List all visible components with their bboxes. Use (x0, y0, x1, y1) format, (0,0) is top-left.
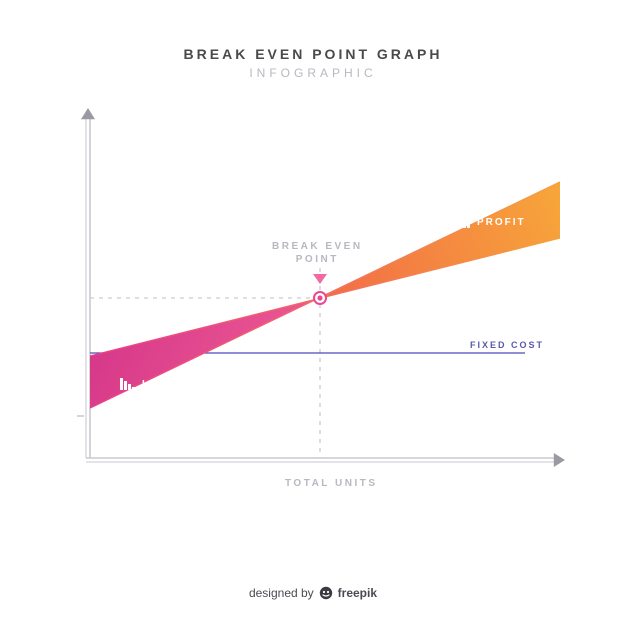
break-even-chart: BREAK EVENPOINT LOSS PROFIT FIXED COST TOTAL… (60, 108, 580, 518)
freepik-logo-icon (319, 586, 333, 600)
x-axis-label: TOTAL UNITS (285, 478, 378, 489)
page-title: BREAK EVEN POINT GRAPH (0, 46, 626, 62)
bep-pointer-icon (313, 274, 327, 284)
header: BREAK EVEN POINT GRAPH INFOGRAPHIC (0, 0, 626, 80)
profit-label: PROFIT (455, 216, 526, 228)
loss-label: LOSS (120, 378, 177, 390)
attribution-footer: designed by freepik (0, 586, 626, 600)
bep-label: BREAK EVENPOINT (272, 240, 363, 266)
page-subtitle: INFOGRAPHIC (0, 66, 626, 80)
fixed-cost-label: FIXED COST (470, 340, 544, 350)
footer-prefix: designed by (249, 586, 314, 600)
axes (77, 108, 565, 467)
footer-brand: freepik (338, 586, 377, 600)
chart-svg (60, 108, 580, 518)
